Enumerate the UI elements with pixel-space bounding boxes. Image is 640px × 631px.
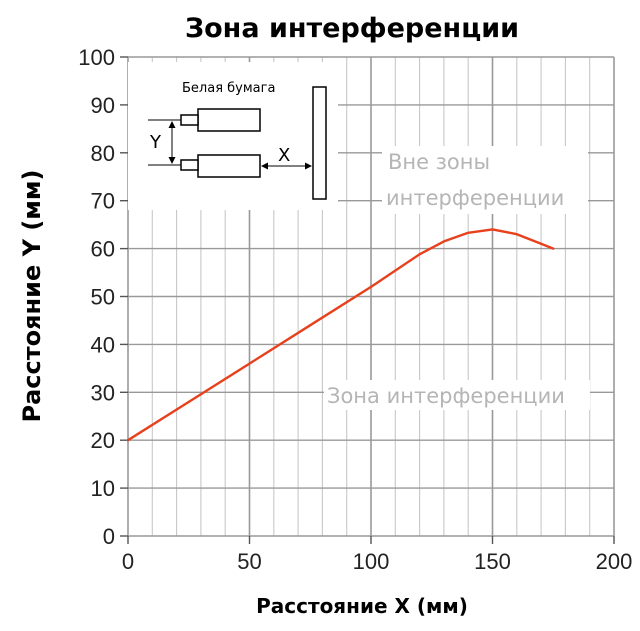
inside-zone-box [324,380,590,410]
outside-zone-label-1: Вне зоны [388,150,490,174]
y-axis-ticks: 0 10 20 30 40 50 60 70 80 90 100 [78,45,128,549]
series-line [126,228,555,442]
x-axis-label: Расстояние X (мм) [256,594,468,618]
x-tick-label: 100 [353,549,390,574]
sensor-bottom-icon [197,154,261,178]
y-tick-label: 10 [91,476,115,501]
y-tick-label: 100 [78,45,115,70]
sensor-bottom-lens-icon [180,159,199,171]
y-tick-label: 80 [91,141,115,166]
outside-zone-label-2: интерференции [386,186,564,210]
y-tick-label: 30 [91,380,115,405]
diagram-background [128,62,338,210]
y-tick-label: 60 [91,237,115,262]
y-tick-label: 20 [91,428,115,453]
setup-diagram: Белая бумага Y X [128,62,338,210]
y-tick-label: 70 [91,189,115,214]
outside-zone-box [382,146,588,214]
white-paper-label: Белая бумага [182,81,275,96]
y-arrow-up-icon [168,121,176,128]
chart-title: Зона интерференции [185,13,519,44]
y-tick-label: 90 [91,93,115,118]
sensor-top-icon [197,108,261,132]
x-tick-label: 0 [122,549,134,574]
x-dimension-label: X [278,145,290,166]
x-tick-label: 200 [596,549,633,574]
y-axis-label: Расстояние Y (мм) [18,170,46,423]
x-arrow-left-icon [261,162,268,170]
x-axis-ticks: 0 50 100 150 200 [122,536,632,574]
y-tick-label: 40 [91,332,115,357]
white-paper-icon [312,86,327,200]
y-arrow-down-icon [168,157,176,164]
sensor-top-lens-icon [180,114,199,126]
x-arrow-right-icon [305,162,312,170]
x-tick-label: 50 [237,549,261,574]
y-tick-label: 50 [91,285,115,310]
x-tick-label: 150 [474,549,511,574]
y-dimension-label: Y [149,132,162,153]
inside-zone-label: Зона интерференции [327,384,565,408]
y-tick-label: 0 [103,524,115,549]
